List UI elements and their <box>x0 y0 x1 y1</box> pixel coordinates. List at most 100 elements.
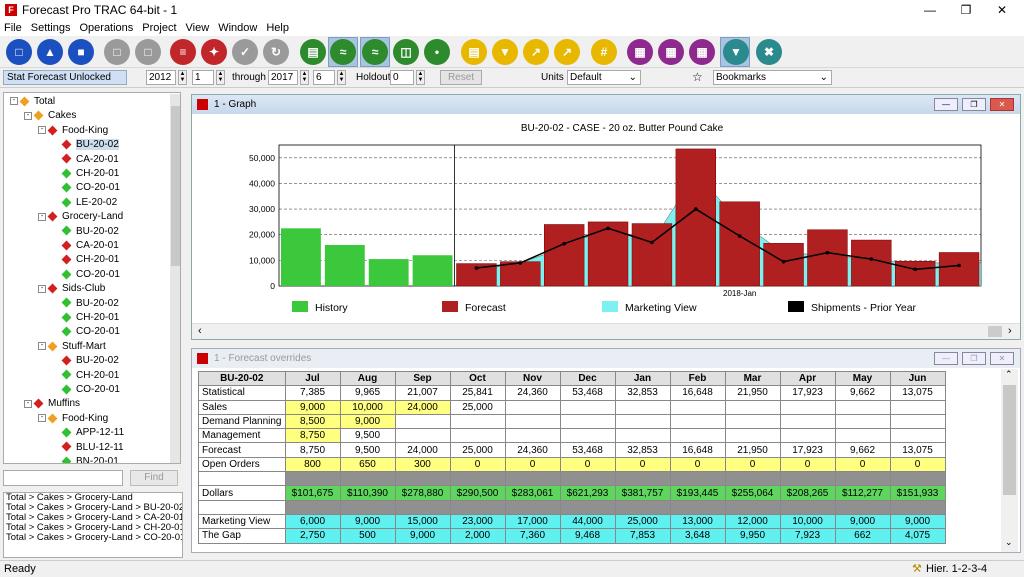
tree-node[interactable]: CH-20-01 <box>52 311 119 325</box>
hierarchy-tree[interactable]: - Total - Cakes - Food-King BU-20-02 CA-20-01 CH… <box>3 92 181 464</box>
tree-node[interactable]: CH-20-01 <box>52 167 119 181</box>
grid-column-header[interactable]: Sep <box>394 370 451 387</box>
restore-button[interactable]: ❐ <box>962 98 986 111</box>
funnel-icon[interactable]: ▼ <box>723 39 749 65</box>
tree-node[interactable]: LE-20-02 <box>52 196 117 210</box>
grid-cell[interactable]: 500 <box>339 528 396 544</box>
grid-cell[interactable] <box>449 471 506 487</box>
grid-cell[interactable]: 2,000 <box>449 528 506 544</box>
grid-cell[interactable]: 32,853 <box>614 442 671 458</box>
grid-cell[interactable] <box>889 428 946 444</box>
grid-cell[interactable]: 21,950 <box>724 442 781 458</box>
close-button[interactable]: ✕ <box>990 98 1014 111</box>
grid-cell[interactable]: 25,000 <box>614 513 671 530</box>
grid-cell[interactable]: $381,757 <box>614 485 671 501</box>
reset-button[interactable]: Reset <box>440 70 482 85</box>
grid-column-header[interactable]: Mar <box>724 370 781 387</box>
grid-cell[interactable]: 16,648 <box>669 385 726 401</box>
grid-cell[interactable]: 7,360 <box>504 528 561 544</box>
grid-cell[interactable] <box>449 499 506 515</box>
grid-cell[interactable]: 24,000 <box>394 399 451 415</box>
year-from-spinner[interactable]: ▲ ▼ <box>178 70 187 85</box>
grid-cell[interactable] <box>559 413 616 430</box>
grid-cell[interactable]: $208,265 <box>779 485 836 501</box>
tree-node[interactable]: - Stuff-Mart <box>38 340 106 354</box>
window-tile-icon[interactable]: ▦ <box>627 39 653 65</box>
menu-help[interactable]: Help <box>266 22 289 34</box>
collapse-icon[interactable]: - <box>38 414 46 423</box>
collapse-icon[interactable]: - <box>24 111 32 120</box>
collapse-icon[interactable]: - <box>38 126 46 135</box>
grid-cell[interactable]: 25,000 <box>449 442 506 458</box>
tree-node[interactable]: BN-20-01 <box>52 455 119 463</box>
grid-cell[interactable] <box>724 471 781 487</box>
tree-node[interactable]: CO-20-01 <box>52 181 120 195</box>
graph-window[interactable]: 1 - Graph — ❐ ✕ BU-20-02 - CASE - 20 oz.… <box>191 94 1021 340</box>
period-to-spinner[interactable]: ▲ ▼ <box>337 70 346 85</box>
tree-node[interactable]: - Food-King <box>38 124 108 138</box>
maximize-button[interactable]: ❐ <box>960 3 972 17</box>
grid-cell[interactable] <box>834 413 891 430</box>
path-item[interactable]: Total > Cakes > Grocery-Land > CA-20-01 <box>6 512 183 523</box>
grid-cell[interactable]: 9,500 <box>339 442 396 458</box>
grid-cell[interactable]: 24,360 <box>504 385 561 401</box>
grid-cell[interactable]: 25,000 <box>449 399 506 415</box>
star-icon[interactable]: ☆ <box>692 70 703 84</box>
grid-cell[interactable]: 21,950 <box>724 385 781 401</box>
grid-cell[interactable]: $112,277 <box>834 485 891 501</box>
tree-node[interactable]: - Food-King <box>38 412 108 426</box>
grid-column-header[interactable]: Aug <box>339 370 396 387</box>
cut-icon[interactable]: □ <box>104 39 130 65</box>
grid-cell[interactable] <box>504 413 561 430</box>
grid-cell[interactable]: 9,000 <box>339 413 396 430</box>
grid-column-header[interactable]: Nov <box>504 370 561 387</box>
grid-cell[interactable]: 0 <box>614 456 671 473</box>
tree-node[interactable]: CH-20-01 <box>52 369 119 383</box>
grid-cell[interactable]: 4,075 <box>889 528 946 544</box>
tree-node[interactable]: CA-20-01 <box>52 153 119 167</box>
grid-cell[interactable] <box>779 499 836 515</box>
holdout-field[interactable]: 0 <box>390 70 414 85</box>
grid-cell[interactable]: 32,853 <box>614 385 671 401</box>
minimize-button[interactable]: — <box>934 352 958 365</box>
grid-cell[interactable]: 13,075 <box>889 385 946 401</box>
grid-cell[interactable] <box>779 413 836 430</box>
menu-view[interactable]: View <box>185 22 210 34</box>
grid-column-header[interactable]: Dec <box>559 370 616 387</box>
grid-cell[interactable] <box>394 413 451 430</box>
grid-cell[interactable] <box>559 471 616 487</box>
graph-hscrollbar[interactable]: ‹ › <box>192 323 1020 339</box>
tree-node[interactable]: BU-20-02 <box>52 225 119 239</box>
grid-cell[interactable]: 3,648 <box>669 528 726 544</box>
path-item[interactable]: Total > Cakes > Grocery-Land > BU-20-02 <box>6 502 183 513</box>
grid-cell[interactable]: 17,923 <box>779 385 836 401</box>
bookmarks-select[interactable]: Bookmarks ⌄ <box>713 70 832 85</box>
grid-cell[interactable] <box>504 428 561 444</box>
grid-cell[interactable]: 300 <box>394 456 451 473</box>
grid-cell[interactable] <box>724 428 781 444</box>
tree-node[interactable]: CO-20-01 <box>52 383 120 397</box>
grid-cell[interactable] <box>449 413 506 430</box>
menu-window[interactable]: Window <box>218 22 258 34</box>
grid-cell[interactable] <box>614 428 671 444</box>
save-project-icon[interactable]: ■ <box>68 39 94 65</box>
grid-cell[interactable] <box>394 428 451 444</box>
grid-cell[interactable]: $278,880 <box>394 485 451 501</box>
grid-cell[interactable]: 9,662 <box>834 442 891 458</box>
grid-cell[interactable]: $621,293 <box>559 485 616 501</box>
grid-column-header[interactable]: Oct <box>449 370 506 387</box>
minimize-button[interactable]: — <box>924 3 936 17</box>
minimize-button[interactable]: — <box>934 98 958 111</box>
path-list[interactable]: Total > Cakes > Grocery-Land Total > Cak… <box>3 492 183 558</box>
grid-cell[interactable] <box>724 413 781 430</box>
grid-cell[interactable]: 13,075 <box>889 442 946 458</box>
grid-cell[interactable]: 9,468 <box>559 528 616 544</box>
overrides-window-titlebar[interactable]: 1 - Forecast overrides — ❐ ✕ <box>192 349 1020 368</box>
new-project-icon[interactable]: □ <box>6 39 32 65</box>
path-item[interactable]: Total > Cakes > Grocery-Land > CH-20-01 <box>6 522 183 533</box>
grid-cell[interactable]: 2,750 <box>284 528 341 544</box>
report-icon[interactable]: ▤ <box>300 39 326 65</box>
forecast-icon[interactable]: ✦ <box>201 39 227 65</box>
grid-cell[interactable] <box>889 413 946 430</box>
grid-cell[interactable]: $101,675 <box>284 485 341 501</box>
